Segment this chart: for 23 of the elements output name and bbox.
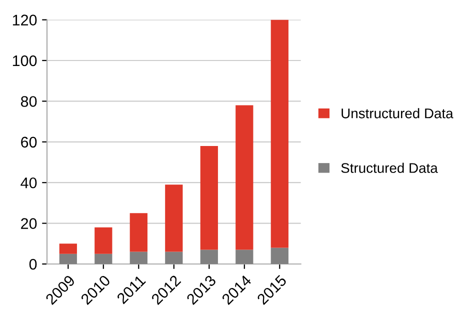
y-tick-label: 60 xyxy=(21,136,37,148)
bar xyxy=(94,254,112,264)
legend-label: Unstructured Data xyxy=(342,108,454,118)
bar xyxy=(130,213,148,252)
y-tick-label: 100 xyxy=(12,55,37,66)
bar xyxy=(165,252,183,264)
bar xyxy=(165,184,183,252)
bar xyxy=(200,146,218,250)
legend-label: Structured Data xyxy=(341,162,438,173)
y-tick-label: 120 xyxy=(12,14,37,26)
bar xyxy=(200,250,218,264)
bar xyxy=(94,227,112,254)
bar xyxy=(236,250,254,264)
bar xyxy=(59,244,77,254)
y-tick-label: 0 xyxy=(29,258,37,270)
bar xyxy=(270,248,288,264)
bar xyxy=(270,20,288,248)
bar xyxy=(236,105,254,250)
y-tick-label: 80 xyxy=(20,96,37,107)
bar xyxy=(59,254,77,264)
y-tick-label: 20 xyxy=(21,218,37,229)
bar xyxy=(130,252,148,264)
y-tick-label: 40 xyxy=(20,177,37,188)
